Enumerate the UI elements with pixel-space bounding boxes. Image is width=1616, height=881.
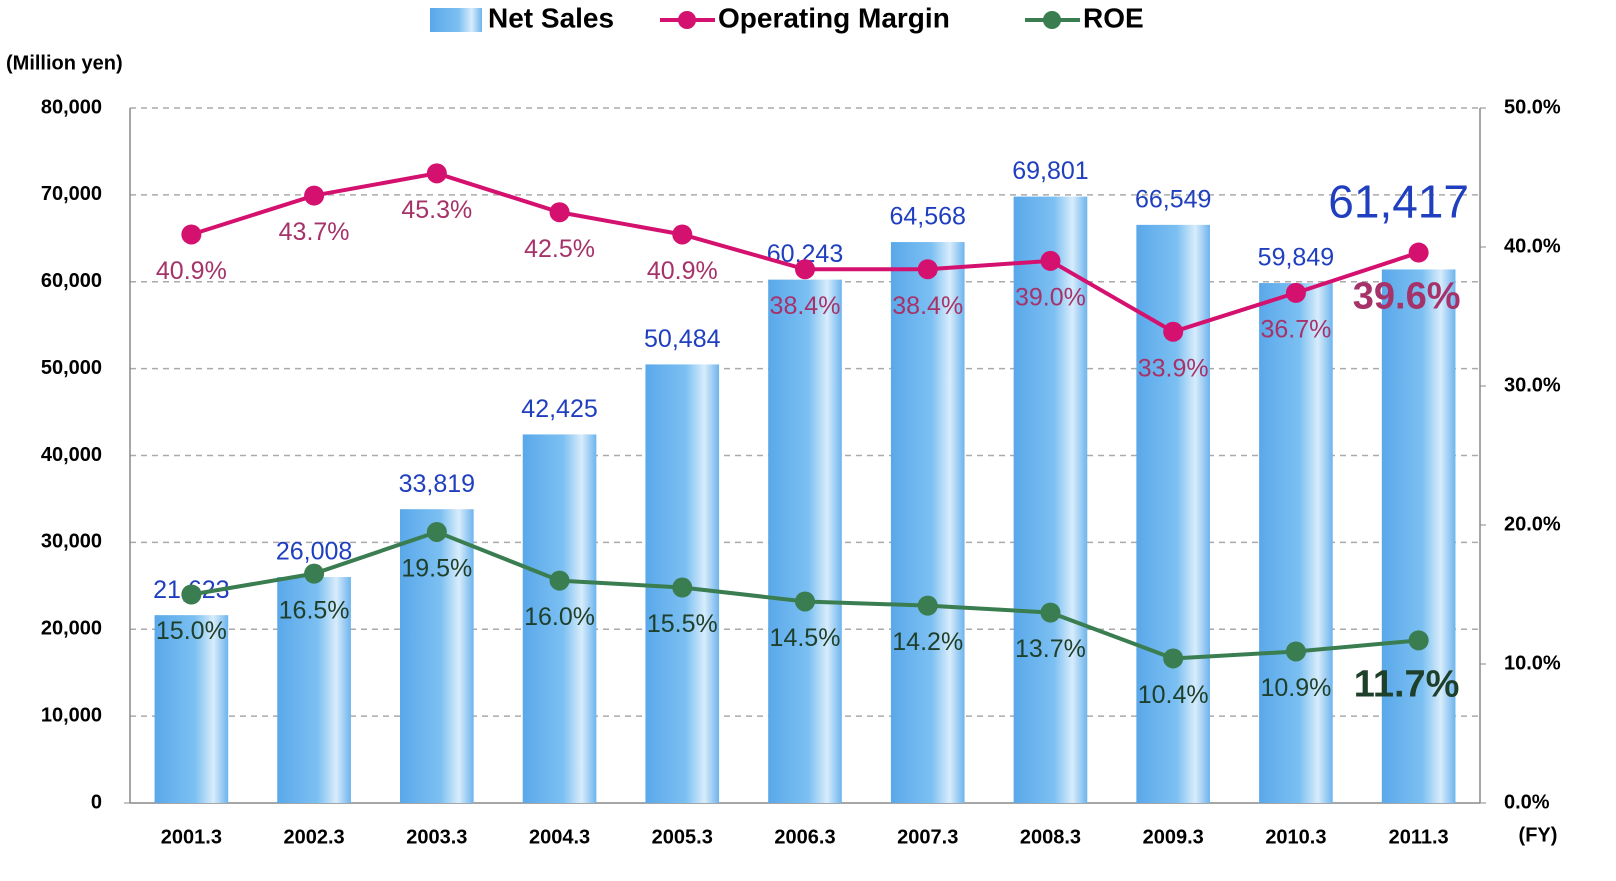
x-tick-label: 2007.3 <box>897 826 958 848</box>
bar <box>1013 196 1088 803</box>
line-value-label: 13.7% <box>1015 635 1086 663</box>
point <box>795 259 815 280</box>
point <box>795 591 815 612</box>
bar <box>768 279 842 804</box>
x-tick-label: 2011.3 <box>1389 826 1449 848</box>
bar-value-label: 64,568 <box>889 203 965 231</box>
bar <box>154 615 229 803</box>
line-value-label: 39.0% <box>1015 284 1086 312</box>
line-value-label: 11.7% <box>1354 663 1460 705</box>
bar-value-label: 26,008 <box>276 538 352 566</box>
line-value-label: 38.4% <box>892 292 963 320</box>
point <box>304 185 325 206</box>
bar-value-label: 33,819 <box>399 470 475 498</box>
x-tick-label: 2003.3 <box>406 826 467 848</box>
x-tick-label: 2002.3 <box>284 826 345 848</box>
legend-label: ROE <box>1083 2 1144 33</box>
bar <box>277 577 351 803</box>
point <box>181 584 202 605</box>
line-value-label: 15.0% <box>156 617 227 645</box>
line-value-label: 42.5% <box>524 235 595 263</box>
line-value-label: 10.4% <box>1138 681 1209 709</box>
point <box>1040 602 1061 623</box>
point <box>1408 242 1429 263</box>
legend-swatch <box>1043 11 1061 29</box>
bar <box>522 434 597 803</box>
line-value-label: 36.7% <box>1260 315 1331 343</box>
y-tick-label: 60,000 <box>41 270 102 292</box>
point <box>1408 630 1429 651</box>
line-value-label: 45.3% <box>401 196 472 224</box>
y2-tick-label: 50.0% <box>1504 96 1561 118</box>
y-tick-label: 80,000 <box>41 96 102 118</box>
point <box>426 521 447 542</box>
line-value-label: 14.2% <box>892 628 963 656</box>
point <box>917 595 938 616</box>
point <box>1285 641 1306 662</box>
point <box>672 224 693 245</box>
bar <box>400 509 474 803</box>
legend-swatch <box>430 8 482 32</box>
line-value-label: 16.0% <box>524 603 595 631</box>
y-tick-label: 0 <box>91 791 102 813</box>
line-value-label: 40.9% <box>156 257 227 285</box>
y2-tick-label: 40.0% <box>1504 235 1561 257</box>
bar <box>1259 283 1333 804</box>
line-value-label: 14.5% <box>770 624 841 652</box>
y2-tick-label: 10.0% <box>1504 652 1561 674</box>
point <box>917 259 938 280</box>
line-value-label: 40.9% <box>647 257 718 285</box>
bar-value-label: 61,417 <box>1328 176 1469 228</box>
x-tick-label: 2001.3 <box>161 826 222 848</box>
line-value-label: 39.6% <box>1353 276 1461 318</box>
line-value-label: 10.9% <box>1260 674 1331 702</box>
y-tick-label: 30,000 <box>41 531 102 553</box>
line-value-label: 19.5% <box>401 555 472 583</box>
y-tick-label: 50,000 <box>41 357 102 379</box>
x-tick-label: 2004.3 <box>529 826 590 848</box>
bar <box>890 242 965 804</box>
y-tick-label: 10,000 <box>41 704 102 726</box>
point <box>1163 321 1184 342</box>
y2-tick-label: 0.0% <box>1504 791 1550 813</box>
point <box>181 224 202 245</box>
point <box>304 563 325 584</box>
x-tick-label: 2006.3 <box>774 826 835 848</box>
bar-value-label: 50,484 <box>644 325 721 353</box>
legend-label: Operating Margin <box>718 2 950 33</box>
x-axis-label: (FY) <box>1519 824 1558 846</box>
point <box>1040 250 1061 271</box>
y-tick-label: 40,000 <box>41 444 102 466</box>
y2-tick-label: 30.0% <box>1504 374 1561 396</box>
line-value-label: 33.9% <box>1138 354 1209 382</box>
point <box>1285 282 1306 303</box>
bar <box>1136 224 1210 803</box>
line-value-label: 43.7% <box>279 218 350 246</box>
y-tick-label: 70,000 <box>41 183 102 205</box>
line-value-label: 15.5% <box>647 610 718 638</box>
point <box>549 202 570 223</box>
line-value-label: 38.4% <box>770 292 841 320</box>
bar-value-label: 69,801 <box>1012 157 1088 185</box>
bar-value-label: 42,425 <box>521 395 597 423</box>
y-axis-label: (Million yen) <box>6 52 123 74</box>
bar <box>1381 269 1456 803</box>
y2-tick-label: 20.0% <box>1504 513 1561 535</box>
point <box>426 163 447 184</box>
legend-swatch <box>678 11 696 29</box>
point <box>1163 648 1184 669</box>
line-value-label: 16.5% <box>279 596 350 624</box>
y-tick-label: 20,000 <box>41 618 102 640</box>
x-tick-label: 2005.3 <box>652 826 713 848</box>
bar-value-label: 66,549 <box>1135 185 1211 213</box>
x-tick-label: 2010.3 <box>1265 826 1326 848</box>
x-tick-label: 2008.3 <box>1020 826 1081 848</box>
point <box>672 577 693 598</box>
bar-value-label: 59,849 <box>1258 244 1334 272</box>
point <box>549 570 570 591</box>
x-tick-label: 2009.3 <box>1143 826 1204 848</box>
legend-label: Net Sales <box>488 2 614 33</box>
